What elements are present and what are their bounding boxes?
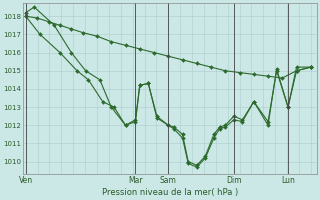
X-axis label: Pression niveau de la mer( hPa ): Pression niveau de la mer( hPa )	[101, 188, 238, 197]
